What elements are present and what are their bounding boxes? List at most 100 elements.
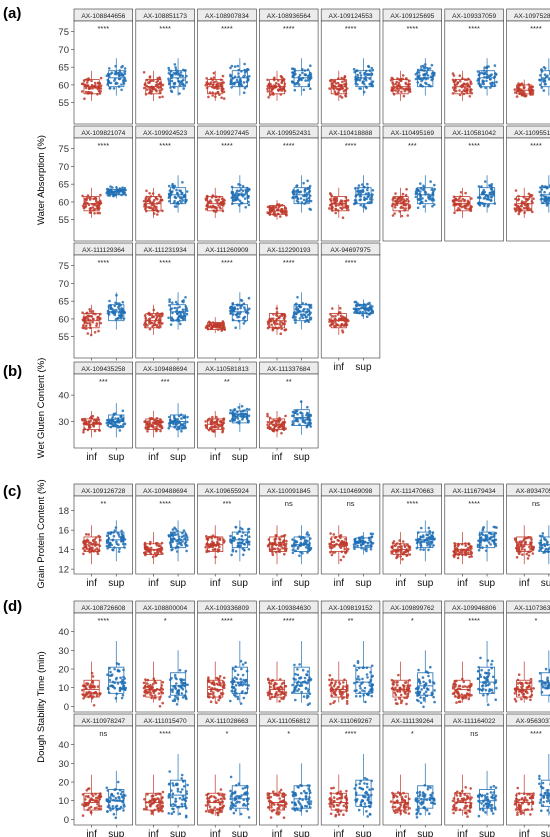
box-sup	[170, 304, 187, 322]
data-point-sup	[233, 83, 236, 86]
data-point-sup	[306, 670, 310, 673]
data-point-sup	[112, 424, 116, 427]
data-point-inf	[154, 83, 158, 87]
data-point-inf	[466, 551, 470, 555]
data-point-sup	[298, 73, 302, 77]
significance-label: ns	[347, 499, 355, 508]
data-point-sup	[358, 198, 362, 202]
box-sup	[231, 70, 248, 88]
data-point-inf	[517, 82, 520, 85]
data-point-inf	[332, 87, 336, 91]
data-point-sup	[173, 699, 177, 703]
data-point-inf	[95, 547, 99, 550]
data-point-sup	[302, 695, 306, 698]
panel: AX-108936564****	[259, 8, 319, 125]
data-point-inf	[527, 83, 531, 86]
data-point-sup	[236, 315, 239, 319]
data-point-sup	[303, 188, 307, 191]
data-point-sup	[353, 311, 356, 314]
data-point-inf	[151, 207, 155, 210]
box-inf	[207, 679, 224, 698]
data-point-inf	[463, 204, 467, 207]
data-point-inf	[342, 690, 345, 694]
data-point-inf	[158, 96, 161, 99]
data-point-sup	[421, 64, 425, 68]
data-point-inf	[527, 192, 531, 196]
data-point-inf	[343, 540, 346, 544]
data-point-sup	[424, 690, 428, 693]
data-point-inf	[157, 544, 161, 547]
data-point-sup	[487, 541, 491, 544]
data-point-inf	[452, 550, 456, 553]
data-point-sup	[117, 316, 120, 320]
data-point-sup	[542, 80, 545, 83]
data-point-sup	[429, 541, 433, 544]
y-tick-label: 12	[58, 565, 69, 576]
data-point-inf	[160, 426, 164, 429]
data-point-sup	[419, 701, 423, 705]
data-point-inf	[456, 81, 460, 84]
significance-label: *	[411, 616, 414, 625]
data-point-sup	[182, 426, 186, 430]
data-point-inf	[393, 206, 397, 209]
panel-frame	[444, 20, 504, 125]
data-point-sup	[494, 679, 498, 682]
data-point-inf	[465, 91, 469, 94]
data-point-sup	[186, 538, 189, 541]
data-point-inf	[274, 81, 278, 85]
box-inf	[330, 679, 347, 698]
data-point-sup	[361, 310, 365, 314]
data-point-inf	[394, 698, 397, 701]
data-point-inf	[470, 88, 473, 91]
data-point-inf	[89, 546, 92, 549]
data-point-sup	[174, 695, 177, 698]
data-point-sup	[427, 540, 431, 543]
data-point-inf	[332, 533, 336, 536]
data-point-inf	[398, 199, 402, 203]
data-point-sup	[111, 191, 114, 194]
data-point-sup	[294, 672, 297, 676]
data-point-inf	[205, 77, 208, 80]
data-point-sup	[291, 75, 295, 78]
data-point-inf	[93, 541, 96, 544]
data-point-inf	[514, 189, 518, 192]
data-point-inf	[451, 687, 455, 690]
y-axis-label: Wet Gluten Content (%)	[36, 358, 47, 459]
data-point-inf	[403, 681, 407, 684]
section-label: (d)	[3, 598, 22, 615]
panel-frame	[444, 612, 504, 713]
data-point-sup	[291, 551, 295, 555]
data-point-inf	[526, 207, 529, 210]
data-point-inf	[96, 318, 99, 321]
data-point-sup	[124, 193, 127, 197]
data-point-sup	[305, 192, 309, 195]
box-inf	[330, 536, 347, 552]
x-tick-label: sup	[294, 452, 311, 463]
data-point-sup	[358, 684, 362, 688]
panel: AX-109946806****	[444, 600, 504, 713]
data-point-sup	[186, 415, 189, 419]
data-point-inf	[408, 678, 411, 682]
data-point-inf	[334, 208, 338, 211]
data-point-sup	[247, 684, 250, 687]
data-point-sup	[356, 189, 359, 193]
data-point-sup	[235, 313, 238, 316]
data-point-inf	[339, 199, 343, 202]
data-point-sup	[179, 74, 183, 77]
data-point-sup	[427, 83, 431, 87]
data-point-sup	[357, 184, 361, 187]
panel: AX-109336809****	[197, 600, 257, 713]
panel-title: AX-109336809	[205, 605, 249, 612]
panel-title: AX-109337059	[452, 13, 496, 20]
data-point-inf	[91, 310, 95, 313]
significance-label: ****	[159, 258, 171, 267]
box-sup	[293, 536, 310, 552]
data-point-inf	[393, 212, 396, 215]
data-point-inf	[90, 548, 93, 552]
data-point-inf	[275, 313, 278, 317]
data-point-sup	[167, 72, 171, 75]
data-point-inf	[405, 188, 408, 191]
box-sup	[108, 666, 125, 694]
data-point-sup	[185, 312, 189, 316]
data-point-sup	[371, 84, 375, 88]
